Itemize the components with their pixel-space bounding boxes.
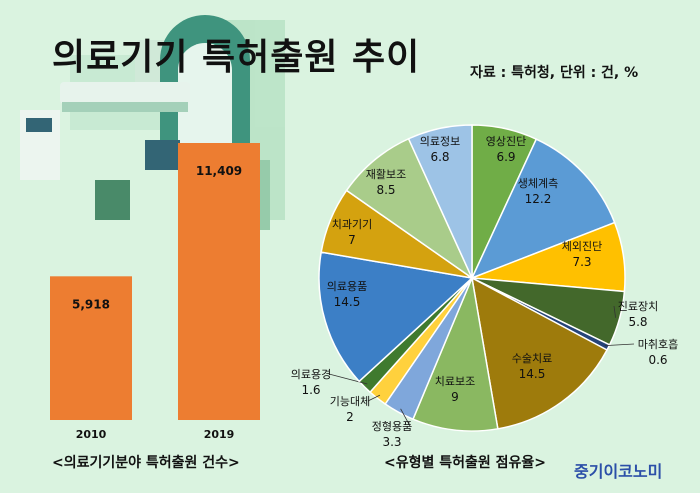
- pie-label-치료보조: 치료보조: [435, 375, 475, 388]
- pie-value-label-치료보조: 9: [451, 390, 459, 404]
- pie-label-의료정보: 의료정보: [420, 135, 460, 148]
- pie-label-체외진단: 체외진단: [562, 240, 602, 253]
- pie-leader-line-마취호흡: [604, 343, 635, 347]
- pie-label-정형용품: 정형용품: [372, 420, 412, 433]
- pie-label-기능대체: 기능대체: [330, 395, 370, 408]
- pie-value-label-의료용경: 1.6: [301, 383, 320, 397]
- pie-value-label-기능대체: 2: [346, 410, 354, 424]
- pie-chart-caption: <유형별 특허출원 점유율>: [384, 455, 547, 471]
- page-title: 의료기기 특허출원 추이: [52, 37, 421, 78]
- pie-slice-의료정보: [407, 124, 473, 279]
- pie-label-의료용품: 의료용품: [327, 280, 367, 293]
- bar-value-label-2010: 5,918: [72, 297, 110, 311]
- pie-leader-line-기능대체: [367, 394, 381, 402]
- pie-value-label-체외진단: 7.3: [572, 255, 591, 269]
- pie-value-label-마취호흡: 0.6: [648, 353, 667, 367]
- bar-2010: [50, 276, 132, 420]
- pie-value-label-정형용품: 3.3: [382, 435, 401, 449]
- pie-value-label-수술치료: 14.5: [519, 367, 546, 381]
- pie-value-label-의료용품: 14.5: [334, 295, 361, 309]
- bar-chart-caption: <의료기기분야 특허출원 건수>: [52, 455, 240, 471]
- pie-value-label-생체계측: 12.2: [525, 192, 552, 206]
- bar-2019: [178, 143, 260, 420]
- medical-equipment-illustration: [20, 15, 285, 230]
- pie-leader-line-정형용품: [400, 408, 411, 427]
- pie-leader-line-진료장치: [613, 305, 616, 318]
- pie-value-label-치과기기: 7: [348, 233, 356, 247]
- pie-slice-수술치료: [471, 276, 609, 430]
- pie-label-수술치료: 수술치료: [512, 352, 552, 365]
- pie-label-영상진단: 영상진단: [486, 135, 526, 148]
- bar-category-label-2019: 2019: [204, 428, 235, 441]
- bar-chart: 5,918 2010 11,409 2019: [50, 143, 260, 441]
- pie-slice-생체계측: [470, 138, 616, 280]
- pie-slice-의료용품: [318, 251, 474, 383]
- pie-label-마취호흡: 마취호흡: [638, 337, 678, 351]
- source-note: 자료 : 특허청, 단위 : 건, %: [470, 65, 639, 81]
- pie-value-label-영상진단: 6.9: [496, 150, 515, 164]
- pie-label-의료용경: 의료용경: [291, 368, 331, 381]
- pie-label-진료장치: 진료장치: [618, 300, 658, 313]
- publisher-logo-text: 중기이코노미: [574, 462, 663, 481]
- bar-value-label-2019: 11,409: [196, 164, 242, 178]
- pie-value-label-의료정보: 6.8: [430, 150, 449, 164]
- pie-label-치과기기: 치과기기: [332, 218, 372, 231]
- pie-leader-line-의료용경: [328, 373, 368, 385]
- pie-value-label-재활보조: 8.5: [376, 183, 395, 197]
- pie-slice-치료보조: [412, 275, 499, 432]
- bar-category-label-2010: 2010: [76, 428, 107, 441]
- pie-label-재활보조: 재활보조: [366, 167, 406, 181]
- pie-label-생체계측: 생체계측: [518, 177, 558, 190]
- pie-value-label-진료장치: 5.8: [628, 315, 647, 329]
